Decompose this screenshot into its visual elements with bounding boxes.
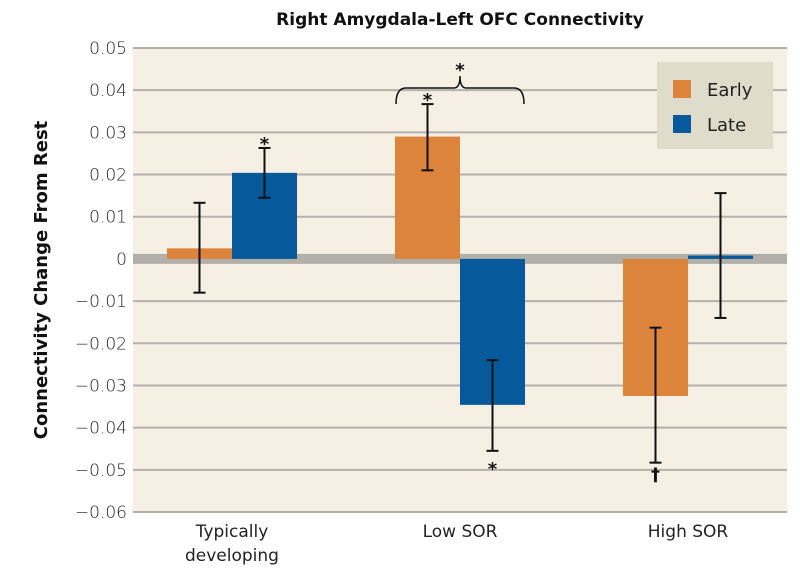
chart-title: Right Amygdala-Left OFC Connectivity — [276, 10, 644, 30]
significance-marker: † — [651, 465, 660, 486]
legend-label-late: Late — [707, 115, 746, 136]
comparison-bracket — [395, 75, 525, 105]
y-tick-label: 0.03 — [89, 123, 127, 143]
x-category-label: Low SOR — [423, 522, 498, 542]
legend — [657, 62, 773, 149]
x-category-label: Typically — [195, 522, 269, 542]
y-tick-label: −0.02 — [75, 334, 127, 354]
y-tick-label: 0.05 — [89, 39, 127, 59]
y-tick-label: −0.03 — [75, 376, 127, 396]
legend-swatch-late — [673, 115, 691, 133]
significance-marker: * — [488, 459, 498, 480]
y-tick-label: −0.05 — [75, 461, 127, 481]
y-tick-label: −0.04 — [75, 419, 127, 439]
y-tick-label: 0.04 — [89, 81, 127, 101]
x-category-label: High SOR — [648, 522, 729, 542]
significance-marker: * — [423, 90, 433, 111]
y-tick-label: −0.06 — [75, 503, 127, 523]
y-tick-label: 0.01 — [89, 208, 127, 228]
y-tick-label: 0 — [116, 250, 127, 270]
y-tick-label: 0.02 — [89, 166, 127, 186]
y-axis-label: Connectivity Change From Rest — [31, 120, 52, 439]
significance-marker: * — [260, 134, 270, 155]
bracket-significance-marker: * — [455, 60, 465, 81]
x-category-label: developing — [185, 546, 279, 566]
y-tick-label: −0.01 — [75, 292, 127, 312]
legend-label-early: Early — [707, 80, 753, 101]
legend-swatch-early — [673, 80, 691, 98]
